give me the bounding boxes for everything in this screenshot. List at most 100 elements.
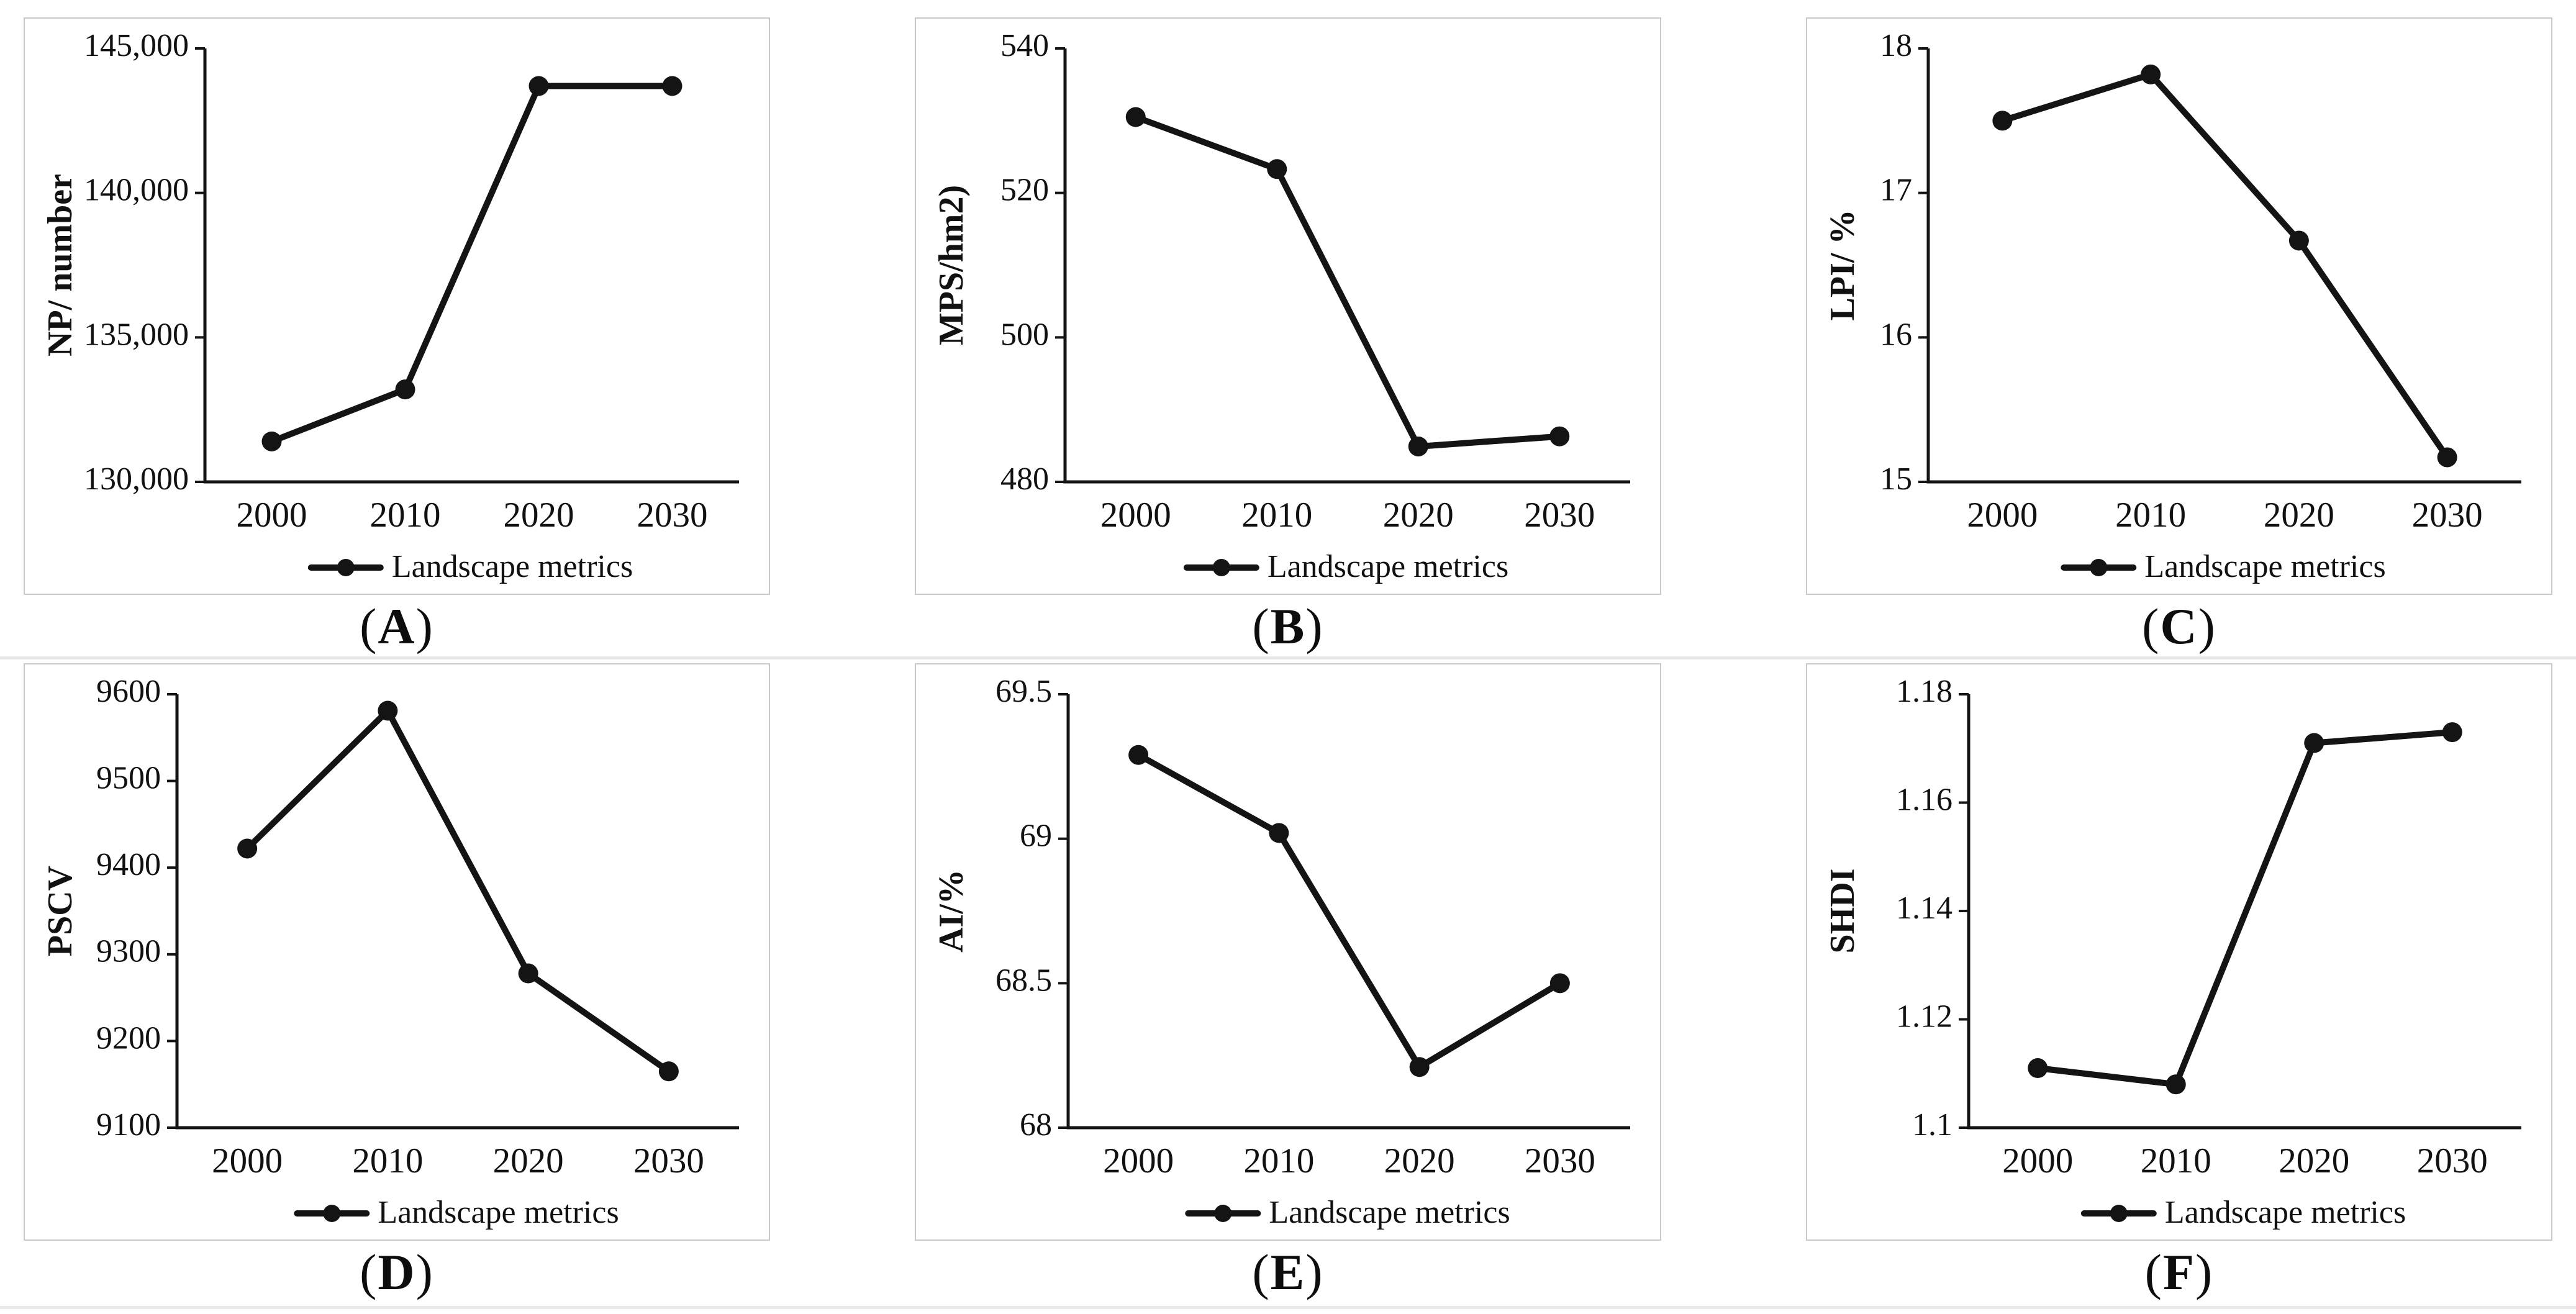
- y-tick-label: 130,000: [84, 461, 189, 497]
- data-point: [1408, 436, 1428, 456]
- line-series: [2034, 729, 2456, 1088]
- x-tick-label: 2030: [637, 496, 708, 535]
- x-tick-label: 2010: [370, 496, 441, 535]
- y-axis-title: MPS/hm2): [932, 185, 971, 345]
- axes: [1967, 694, 2521, 1130]
- x-tick-label: 2030: [633, 1141, 704, 1180]
- chart-d-caption: (D): [24, 1241, 770, 1304]
- data-point: [2304, 733, 2324, 753]
- x-tick-label: 2000: [1103, 1141, 1174, 1180]
- chart-b-frame: MPS/hm2) 480 500 520 540 2000 2010 2020 2030 Land…: [915, 17, 1661, 595]
- data-point: [518, 963, 538, 984]
- line-series: [1135, 751, 1563, 1071]
- y-tick-label: 540: [1000, 28, 1049, 63]
- chart-panel-c: LPI/ % 15 16 17 18 2000 2010 2020 2030 Landscape …: [1806, 17, 2552, 658]
- chart-b-caption: (B): [915, 595, 1661, 658]
- legend-label: Landscape metrics: [1269, 1195, 1510, 1230]
- axes: [203, 48, 739, 484]
- caption-close: ): [1305, 598, 1324, 655]
- data-point: [2166, 1074, 2186, 1095]
- line-series: [1999, 71, 2451, 461]
- chart-b-plot: MPS/hm2) 480 500 520 540 2000 2010 2020 2030 Land…: [932, 28, 1630, 584]
- x-tick-label: 2010: [2115, 496, 2186, 535]
- x-tick-label: 2020: [2264, 496, 2334, 535]
- chart-panel-e: AI/% 68 68.5 69 69.5 2000 2010 2020 2030 Landscap…: [915, 663, 1661, 1304]
- caption-close: ): [415, 1244, 434, 1300]
- line-series: [244, 707, 672, 1075]
- legend-label: Landscape metrics: [1268, 549, 1508, 584]
- y-tick-label: 68.5: [995, 963, 1052, 998]
- y-tick-label: 145,000: [84, 28, 189, 63]
- y-tick-label: 9200: [96, 1020, 161, 1056]
- chart-panel-b: MPS/hm2) 480 500 520 540 2000 2010 2020 2030 Land…: [915, 17, 1661, 658]
- data-point: [2141, 64, 2161, 84]
- data-point: [378, 700, 398, 721]
- chart-f-frame: SHDI 1.1 1.12 1.14 1.16 1.18 2000 2010 2020 2030 L…: [1806, 663, 2552, 1241]
- x-tick-label: 2010: [1243, 1141, 1314, 1180]
- data-point: [1269, 823, 1289, 843]
- caption-open: (: [1252, 1244, 1271, 1300]
- caption-close: ): [2195, 1244, 2214, 1300]
- chart-e-frame: AI/% 68 68.5 69 69.5 2000 2010 2020 2030 Landscap…: [915, 663, 1661, 1241]
- x-tick-label: 2000: [237, 496, 307, 535]
- legend-marker-dot: [1214, 1205, 1232, 1222]
- y-tick-label: 15: [1880, 461, 1912, 497]
- bottom-separator: [0, 1306, 2576, 1309]
- legend-marker-dot: [2090, 559, 2108, 576]
- y-tick-label: 480: [1000, 461, 1049, 497]
- y-axis-title: SHDI: [1823, 869, 1862, 954]
- caption-open: (: [2142, 598, 2161, 655]
- line-series: [1132, 114, 1563, 450]
- caption-letter: B: [1270, 598, 1306, 655]
- y-tick-label: 1.14: [1896, 890, 1952, 926]
- data-point: [261, 431, 282, 451]
- caption-open: (: [1252, 598, 1271, 655]
- y-tick-label: 17: [1880, 173, 1912, 208]
- y-tick-label: 69.5: [995, 674, 1052, 709]
- data-point: [528, 76, 549, 96]
- chart-f-plot: SHDI 1.1 1.12 1.14 1.16 1.18 2000 2010 2020 2030 L…: [1823, 674, 2521, 1230]
- x-tick-label: 2030: [1524, 496, 1595, 535]
- x-tick-label: 2020: [493, 1141, 564, 1180]
- y-tick-label: 9500: [96, 761, 161, 796]
- data-point: [1128, 745, 1149, 765]
- legend-marker-dot: [2110, 1205, 2128, 1222]
- y-tick-label: 9100: [96, 1107, 161, 1143]
- data-point: [1267, 159, 1287, 179]
- figure-row-bottom: PSCV 9100 9200 9300 9400 9500 9600 2000 2010 2020…: [24, 663, 2552, 1304]
- x-tick-label: 2020: [1383, 496, 1454, 535]
- y-tick-label: 135,000: [84, 317, 189, 352]
- chart-e-caption: (E): [915, 1241, 1661, 1304]
- x-tick-label: 2030: [1525, 1141, 1595, 1180]
- data-point: [2288, 230, 2309, 251]
- y-tick-label: 16: [1880, 317, 1912, 352]
- data-point: [1409, 1057, 1430, 1077]
- x-tick-label: 2030: [2417, 1141, 2488, 1180]
- legend-label: Landscape metrics: [378, 1195, 619, 1230]
- legend-label: Landscape metrics: [2165, 1195, 2406, 1230]
- y-tick-label: 1.16: [1896, 782, 1952, 817]
- x-tick-label: 2020: [504, 496, 574, 535]
- chart-panel-a: NP/ number 130,000 135,000 140,000 145,000 20…: [24, 17, 770, 658]
- data-point: [1549, 973, 1570, 994]
- chart-e-plot: AI/% 68 68.5 69 69.5 2000 2010 2020 2030 Landscap…: [932, 674, 1630, 1230]
- data-point: [1125, 107, 1146, 127]
- caption-open: (: [360, 598, 378, 655]
- legend-marker-dot: [323, 1205, 341, 1222]
- x-tick-label: 2010: [352, 1141, 423, 1180]
- caption-close: ): [1305, 1244, 1324, 1300]
- figure-row-top: NP/ number 130,000 135,000 140,000 145,000 20…: [24, 17, 2552, 658]
- caption-open: (: [2144, 1244, 2163, 1300]
- data-point: [237, 838, 258, 859]
- x-tick-label: 2000: [1100, 496, 1171, 535]
- axes: [1066, 694, 1630, 1130]
- x-tick-label: 2000: [1967, 496, 2038, 535]
- chart-panel-d: PSCV 9100 9200 9300 9400 9500 9600 2000 2010 2020…: [24, 663, 770, 1304]
- chart-panel-f: SHDI 1.1 1.12 1.14 1.16 1.18 2000 2010 2020 2030 L…: [1806, 663, 2552, 1304]
- y-tick-label: 140,000: [84, 173, 189, 208]
- chart-a-plot: NP/ number 130,000 135,000 140,000 145,000 20…: [41, 28, 739, 584]
- chart-c-frame: LPI/ % 15 16 17 18 2000 2010 2020 2030 Landscape …: [1806, 17, 2552, 595]
- caption-letter: C: [2160, 598, 2198, 655]
- axes: [1926, 48, 2521, 484]
